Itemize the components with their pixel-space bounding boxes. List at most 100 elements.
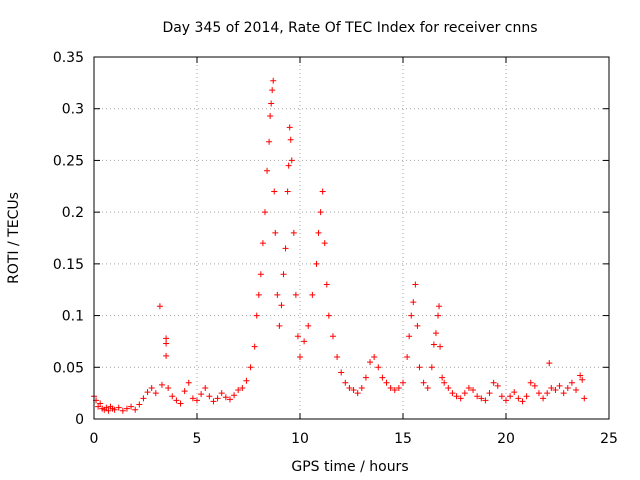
data-point	[453, 393, 460, 400]
data-point	[206, 393, 213, 400]
data-point	[400, 379, 406, 386]
x-tick-label: 10	[291, 431, 309, 447]
data-point	[511, 389, 518, 396]
x-tick-label: 0	[90, 431, 99, 447]
y-tick-label: 0.35	[53, 50, 84, 66]
data-point	[309, 291, 316, 298]
data-point	[371, 353, 378, 360]
data-point	[231, 392, 238, 399]
data-point	[239, 384, 246, 391]
data-point	[546, 360, 553, 367]
data-point	[276, 322, 283, 329]
data-point	[251, 343, 258, 350]
data-point	[577, 372, 584, 379]
data-point	[478, 395, 485, 402]
data-point	[556, 382, 563, 389]
data-point	[105, 407, 112, 414]
data-point	[301, 338, 308, 345]
grid-lines	[94, 57, 609, 419]
data-point	[435, 312, 442, 319]
data-point	[321, 240, 328, 247]
data-point	[465, 384, 472, 391]
data-point	[350, 387, 357, 394]
data-point	[103, 404, 110, 411]
data-point	[358, 384, 365, 391]
y-tick-label: 0.3	[62, 102, 84, 118]
data-point	[367, 359, 374, 366]
data-point	[285, 162, 292, 169]
data-point	[329, 333, 336, 340]
data-point	[144, 389, 151, 396]
x-axis-ticks: 0 5 10 15 20 25	[90, 57, 618, 447]
y-tick-label: 0	[75, 412, 84, 428]
data-point	[420, 379, 427, 386]
data-point	[482, 397, 489, 404]
data-point	[169, 393, 176, 400]
data-point	[416, 364, 423, 371]
data-point	[247, 364, 254, 371]
data-point	[457, 395, 464, 402]
data-point	[515, 395, 522, 402]
data-point	[284, 188, 291, 195]
data-point	[297, 353, 303, 360]
data-point	[274, 291, 281, 298]
data-point	[342, 379, 349, 386]
data-point	[410, 299, 417, 306]
data-point	[323, 281, 330, 288]
data-point	[408, 312, 415, 319]
data-point	[313, 260, 320, 267]
data-point	[271, 188, 278, 195]
data-point	[354, 390, 361, 397]
data-point	[235, 387, 242, 394]
data-point	[317, 209, 324, 216]
data-point	[461, 390, 468, 397]
data-point	[270, 77, 277, 84]
data-point	[568, 379, 575, 386]
y-tick-label: 0.25	[53, 153, 84, 169]
data-point	[261, 209, 268, 216]
data-point	[445, 384, 452, 391]
data-point	[278, 302, 285, 309]
data-point	[573, 387, 580, 394]
data-point	[305, 322, 312, 329]
data-point	[128, 403, 135, 410]
data-point	[177, 400, 184, 407]
data-point	[148, 384, 155, 391]
data-point	[424, 384, 431, 391]
data-point	[259, 240, 266, 247]
data-point	[334, 353, 341, 360]
data-point	[523, 393, 530, 400]
data-point	[269, 87, 276, 94]
data-point	[181, 388, 188, 395]
data-point	[379, 374, 386, 381]
data-point	[132, 406, 139, 413]
data-point	[156, 303, 163, 310]
data-point	[115, 404, 122, 411]
data-point	[294, 333, 301, 340]
data-point	[202, 384, 209, 391]
data-point	[406, 333, 413, 340]
data-point	[531, 382, 538, 389]
data-point	[519, 398, 526, 405]
data-point	[253, 312, 260, 319]
data-point	[581, 395, 588, 402]
data-point	[579, 376, 586, 383]
data-point	[264, 167, 271, 174]
data-point	[136, 401, 143, 408]
x-tick-label: 5	[193, 431, 202, 447]
data-point	[414, 322, 421, 329]
data-point	[218, 390, 225, 397]
data-point	[95, 403, 102, 410]
chart-title: Day 345 of 2014, Rate Of TEC Index for r…	[162, 20, 537, 36]
data-point	[470, 387, 477, 394]
data-point	[490, 379, 497, 386]
data-point	[436, 303, 443, 310]
data-point	[527, 379, 534, 386]
data-point	[391, 387, 398, 394]
data-point	[140, 395, 147, 402]
data-point	[163, 340, 170, 347]
data-point	[503, 397, 509, 404]
data-point	[439, 374, 446, 381]
data-points	[91, 77, 588, 414]
